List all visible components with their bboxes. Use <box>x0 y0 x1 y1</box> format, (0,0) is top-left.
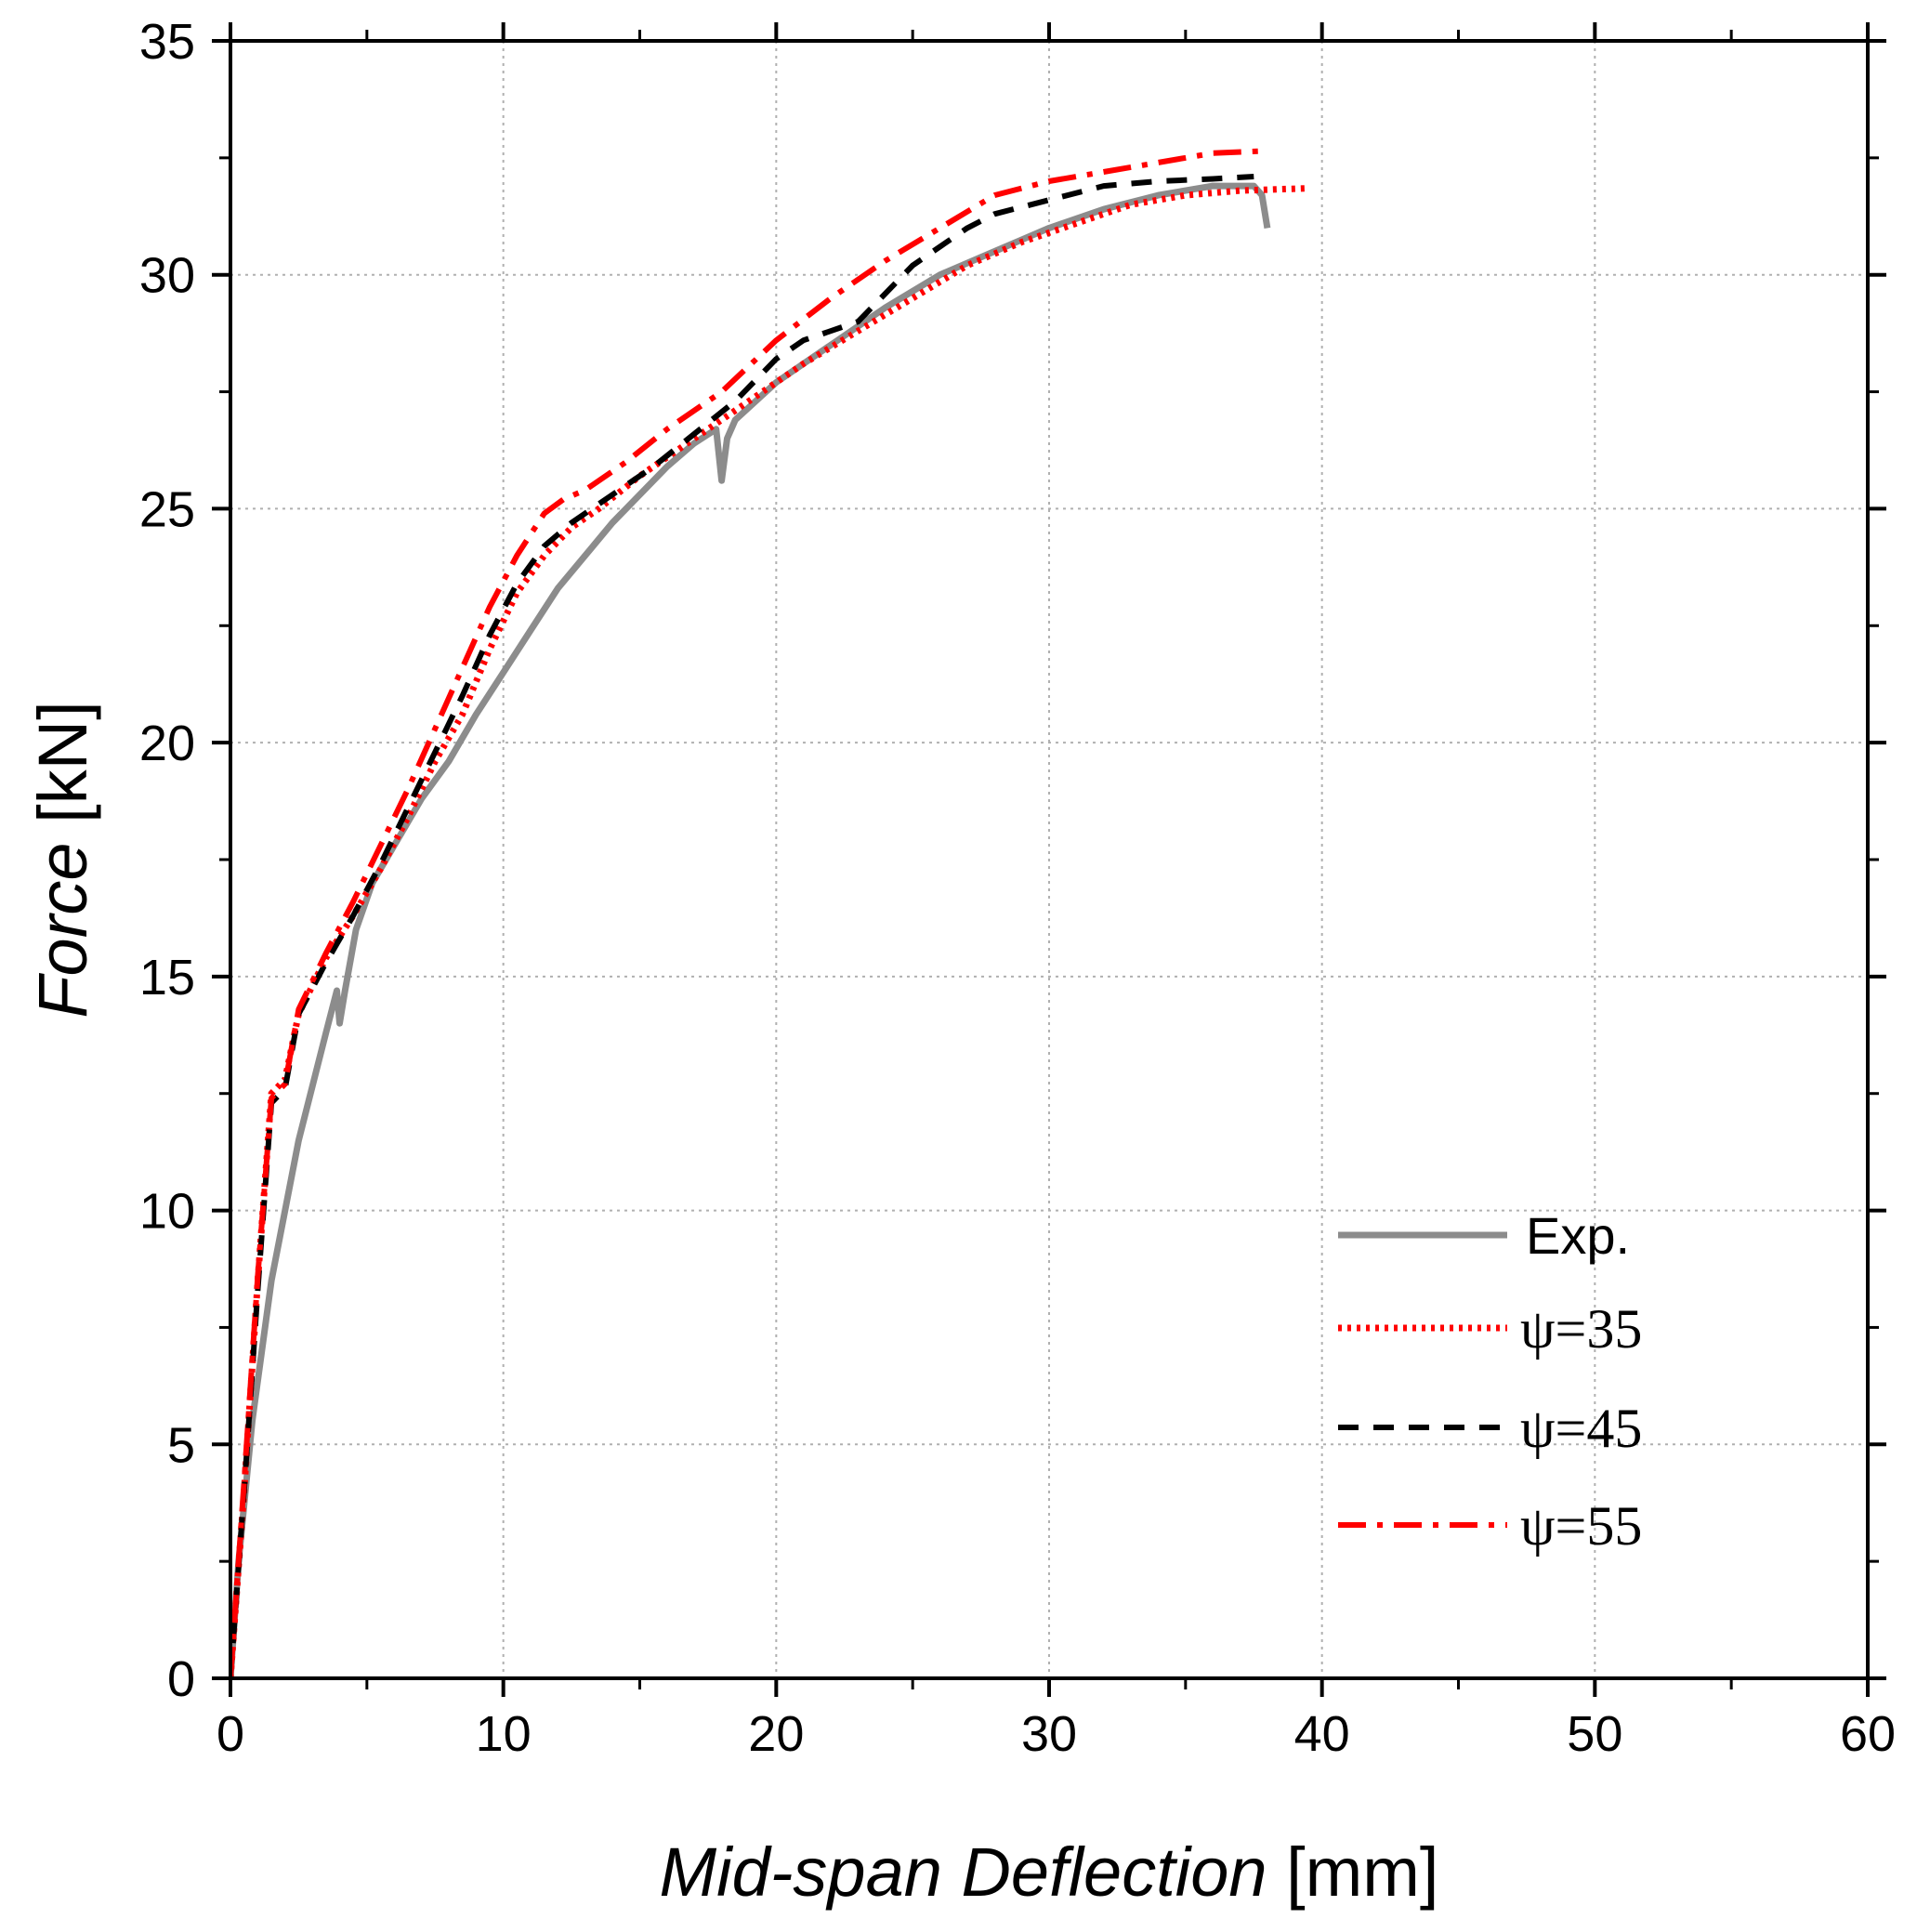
legend-label-exp: Exp. <box>1526 1206 1630 1265</box>
series-line-1 <box>230 185 1309 1678</box>
grid <box>230 41 1868 1678</box>
ticks: 0 10 20 30 40 50 60 0 5 10 15 20 25 30 35 <box>139 14 1896 1762</box>
y-tick-label: 5 <box>167 1417 195 1473</box>
legend-label-psi55: ψ=55 <box>1520 1495 1642 1557</box>
x-axis-title: Mid-span Deflection [mm] <box>660 1833 1439 1911</box>
y-tick-label: 35 <box>139 14 195 70</box>
x-tick-label: 60 <box>1840 1706 1896 1762</box>
series-line-3 <box>230 148 1268 1678</box>
x-tick-label: 0 <box>217 1706 244 1762</box>
y-tick-label: 0 <box>167 1651 195 1707</box>
series-line-2 <box>230 174 1254 1678</box>
y-tick-label: 15 <box>139 950 195 1005</box>
x-tick-label: 40 <box>1294 1706 1350 1762</box>
y-tick-label: 30 <box>139 248 195 304</box>
legend-label-psi45: ψ=45 <box>1520 1398 1642 1459</box>
x-tick-label: 20 <box>748 1706 804 1762</box>
series-group <box>230 148 1309 1678</box>
y-axis-title: Force [kN] <box>24 701 101 1018</box>
y-tick-label: 25 <box>139 481 195 537</box>
x-tick-label: 10 <box>476 1706 532 1762</box>
series-line-0 <box>230 182 1271 1678</box>
y-tick-label: 10 <box>139 1184 195 1240</box>
legend: Exp. ψ=35 ψ=45 ψ=55 <box>1338 1206 1642 1557</box>
x-tick-label: 30 <box>1021 1706 1077 1762</box>
x-tick-label: 50 <box>1567 1706 1622 1762</box>
y-tick-label: 20 <box>139 716 195 771</box>
legend-label-psi35: ψ=35 <box>1520 1298 1642 1360</box>
